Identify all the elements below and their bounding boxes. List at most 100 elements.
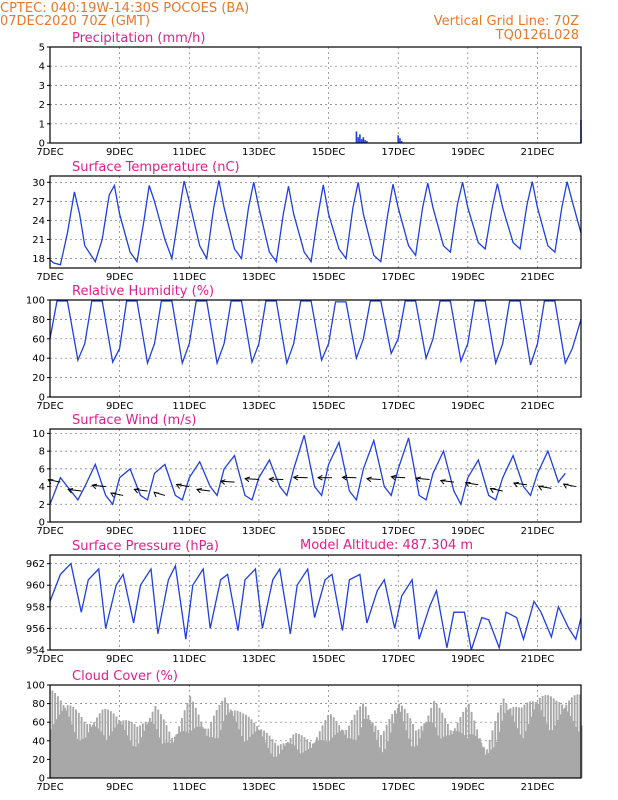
y-tick-label: 100 [26, 296, 45, 307]
cloud-bar [144, 722, 147, 778]
cloud-bar [75, 709, 77, 778]
cloud-bar [402, 721, 405, 778]
x-tick-label: 19DEC [451, 526, 485, 537]
x-tick-label: 13DEC [242, 782, 276, 793]
cloud-bar [331, 737, 334, 778]
cloud-bar [157, 709, 160, 778]
wind-arrow-head [268, 476, 275, 483]
cloud-bar [417, 729, 420, 778]
x-tick-label: 13DEC [242, 654, 276, 665]
cloud-bar [151, 711, 154, 778]
panel-title: Cloud Cover (%) [72, 669, 178, 684]
cloud-bar [513, 721, 516, 778]
cloud-bar [79, 740, 82, 778]
cloud-bar [520, 707, 523, 778]
cloud-bar [529, 701, 532, 778]
x-tick-label: 9DEC [106, 272, 133, 283]
cloud-bar [127, 720, 130, 778]
cloud-bar [329, 714, 332, 778]
cloud-bar [279, 744, 282, 778]
cloud-bar [285, 743, 288, 778]
x-tick-label: 21DEC [521, 401, 555, 412]
cloud-bar [494, 721, 497, 778]
y-tick-label: 4 [39, 482, 45, 493]
cloud-bar [555, 700, 558, 778]
cloud-bar [516, 728, 519, 778]
cloud-bar [559, 714, 562, 778]
cloud-bar [104, 708, 107, 778]
cloud-bar [214, 738, 217, 778]
cloud-bar [251, 734, 254, 778]
panel-frame [49, 175, 582, 269]
cloud-bar [467, 703, 470, 778]
model-altitude: Model Altitude: 487.304 m [300, 538, 473, 553]
cloud-bar [377, 729, 380, 778]
wind-arrow-head [196, 488, 203, 494]
cloud-bar [109, 711, 112, 778]
cloud-bar [212, 715, 215, 778]
x-tick-label: 19DEC [451, 782, 485, 793]
cloud-bar [430, 707, 433, 778]
x-tick-label: 15DEC [312, 654, 346, 665]
cloud-bar [215, 709, 218, 778]
cloud-bar [517, 707, 520, 778]
x-tick-label: 21DEC [521, 526, 555, 537]
cloud-bar [368, 720, 371, 778]
wind-arrow-head [316, 474, 323, 481]
cloud-bar [199, 726, 201, 778]
wind-arrow-head [175, 483, 182, 489]
panel-frame [49, 299, 582, 398]
cloud-bar [122, 720, 125, 778]
cloud-bar [246, 740, 249, 778]
wind-arrow-head [91, 483, 98, 490]
cloud-bar [575, 726, 577, 778]
x-tick-label: 11DEC [172, 782, 206, 793]
cloud-bar [321, 725, 324, 778]
wind-arrow-head [67, 488, 74, 494]
cloud-bar [235, 722, 238, 778]
cloud-bar [481, 746, 484, 778]
cloud-bar [396, 707, 399, 778]
cloud-bar [356, 710, 359, 778]
cloud-bar [476, 729, 479, 778]
x-tick-label: 15DEC [312, 782, 346, 793]
y-tick-label: 30 [32, 178, 45, 189]
cloud-bar [302, 752, 304, 778]
cloud-bar [148, 717, 151, 778]
cloud-bar [200, 721, 203, 778]
cloud-bar [403, 708, 406, 778]
cloud-bar [176, 733, 179, 778]
cloud-bar [460, 733, 463, 778]
cloud-bar [171, 737, 174, 778]
cloud-bar [433, 700, 435, 778]
x-tick-label: 17DEC [381, 782, 415, 793]
cloud-bar [389, 732, 392, 778]
cloud-bar [121, 724, 123, 778]
cloud-bar [210, 722, 213, 778]
cloud-bar [207, 728, 210, 778]
cloud-bar [282, 743, 285, 778]
cloud-bar [303, 737, 306, 778]
cloud-bar [164, 742, 167, 778]
x-tick-label: 11DEC [172, 654, 206, 665]
cloud-bar [158, 737, 161, 778]
cloud-bar [58, 714, 61, 778]
cloud-bar [445, 735, 448, 778]
cloud-bar [180, 718, 183, 778]
cloud-bar [62, 705, 65, 778]
cloud-bar [534, 702, 537, 778]
cloud-bar [421, 730, 424, 778]
x-tick-label: 7DEC [36, 782, 63, 793]
wind-arrow-head [537, 485, 544, 491]
cloud-bar [300, 735, 303, 778]
x-tick-label: 17DEC [381, 654, 415, 665]
cloud-bar [537, 703, 540, 778]
cloud-bar [438, 707, 441, 778]
y-tick-label: 40 [32, 354, 45, 365]
cloud-bar [56, 696, 59, 778]
cloud-bar [370, 723, 373, 778]
cloud-bar [80, 716, 83, 778]
cloud-bar [261, 736, 264, 778]
cloud-bar [201, 727, 204, 778]
cloud-bar [349, 738, 352, 778]
